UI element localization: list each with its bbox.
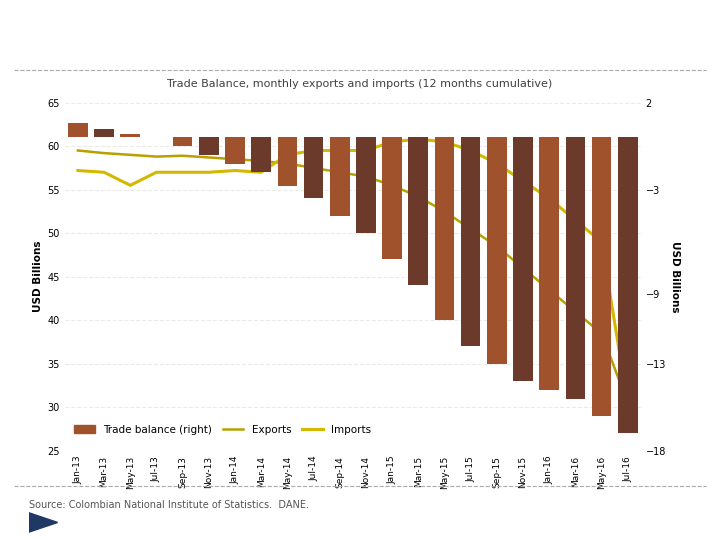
Bar bbox=[304, 137, 323, 198]
Imports bbox=[309, 147, 318, 154]
Bar bbox=[173, 137, 192, 146]
Exports bbox=[467, 226, 475, 232]
Bar bbox=[565, 137, 585, 399]
Imports bbox=[545, 195, 554, 201]
Legend: Trade balance (right), Exports, Imports: Trade balance (right), Exports, Imports bbox=[70, 421, 375, 438]
Bar bbox=[435, 137, 454, 320]
Imports bbox=[283, 152, 292, 158]
Bar bbox=[592, 137, 611, 416]
Text: In part due to the marked deterioration in the trade balance: In part due to the marked deterioration … bbox=[29, 27, 622, 45]
Exports bbox=[414, 193, 423, 200]
Imports bbox=[257, 169, 266, 176]
Bar bbox=[251, 137, 271, 172]
Imports bbox=[492, 160, 501, 167]
Line: Imports: Imports bbox=[78, 139, 628, 403]
Exports bbox=[440, 208, 449, 215]
Exports bbox=[545, 287, 554, 293]
Y-axis label: USD Billions: USD Billions bbox=[670, 241, 680, 313]
Bar bbox=[68, 124, 88, 137]
Bar bbox=[277, 137, 297, 186]
Imports bbox=[624, 400, 632, 406]
Text: Trade Balance, monthly exports and imports (12 months cumulative): Trade Balance, monthly exports and impor… bbox=[167, 79, 553, 89]
Exports bbox=[204, 154, 213, 161]
Imports bbox=[388, 139, 397, 145]
Exports bbox=[100, 150, 109, 157]
Bar bbox=[94, 129, 114, 137]
Bar bbox=[382, 137, 402, 259]
Imports bbox=[204, 169, 213, 176]
Exports bbox=[179, 152, 187, 159]
Bar bbox=[120, 134, 140, 137]
Exports bbox=[624, 400, 632, 406]
Exports bbox=[492, 243, 501, 249]
Imports bbox=[336, 147, 344, 154]
Polygon shape bbox=[29, 513, 58, 532]
Bar bbox=[513, 137, 533, 381]
Bar bbox=[487, 137, 507, 364]
Imports bbox=[597, 239, 606, 245]
Exports bbox=[73, 147, 82, 154]
Imports bbox=[414, 136, 423, 143]
Exports bbox=[518, 265, 527, 271]
Y-axis label: USD Billions: USD Billions bbox=[33, 241, 43, 313]
Bar bbox=[356, 137, 376, 233]
Exports bbox=[283, 160, 292, 167]
Imports bbox=[518, 178, 527, 184]
Text: Source: Colombian National Institute of Statistics.  DANE.: Source: Colombian National Institute of … bbox=[29, 500, 309, 510]
Exports bbox=[230, 156, 239, 163]
Exports bbox=[152, 153, 161, 160]
Exports bbox=[336, 169, 344, 176]
Imports bbox=[152, 169, 161, 176]
Bar bbox=[408, 137, 428, 286]
Bar bbox=[618, 137, 637, 434]
Bar bbox=[461, 137, 480, 347]
Exports bbox=[257, 158, 266, 164]
Exports bbox=[309, 165, 318, 171]
Exports bbox=[126, 152, 135, 158]
Imports bbox=[571, 217, 580, 224]
Imports bbox=[361, 147, 370, 154]
Exports bbox=[361, 173, 370, 180]
Imports bbox=[126, 182, 135, 188]
Imports bbox=[73, 167, 82, 174]
Imports bbox=[100, 169, 109, 176]
Imports bbox=[179, 169, 187, 176]
Exports bbox=[571, 308, 580, 315]
Imports bbox=[467, 147, 475, 154]
Bar bbox=[539, 137, 559, 390]
Imports bbox=[230, 167, 239, 174]
Exports bbox=[388, 182, 397, 188]
Bar bbox=[225, 137, 245, 164]
Bar bbox=[330, 137, 349, 216]
Imports bbox=[440, 139, 449, 145]
Exports bbox=[597, 330, 606, 336]
Line: Exports: Exports bbox=[78, 151, 628, 403]
Bar bbox=[199, 137, 219, 155]
